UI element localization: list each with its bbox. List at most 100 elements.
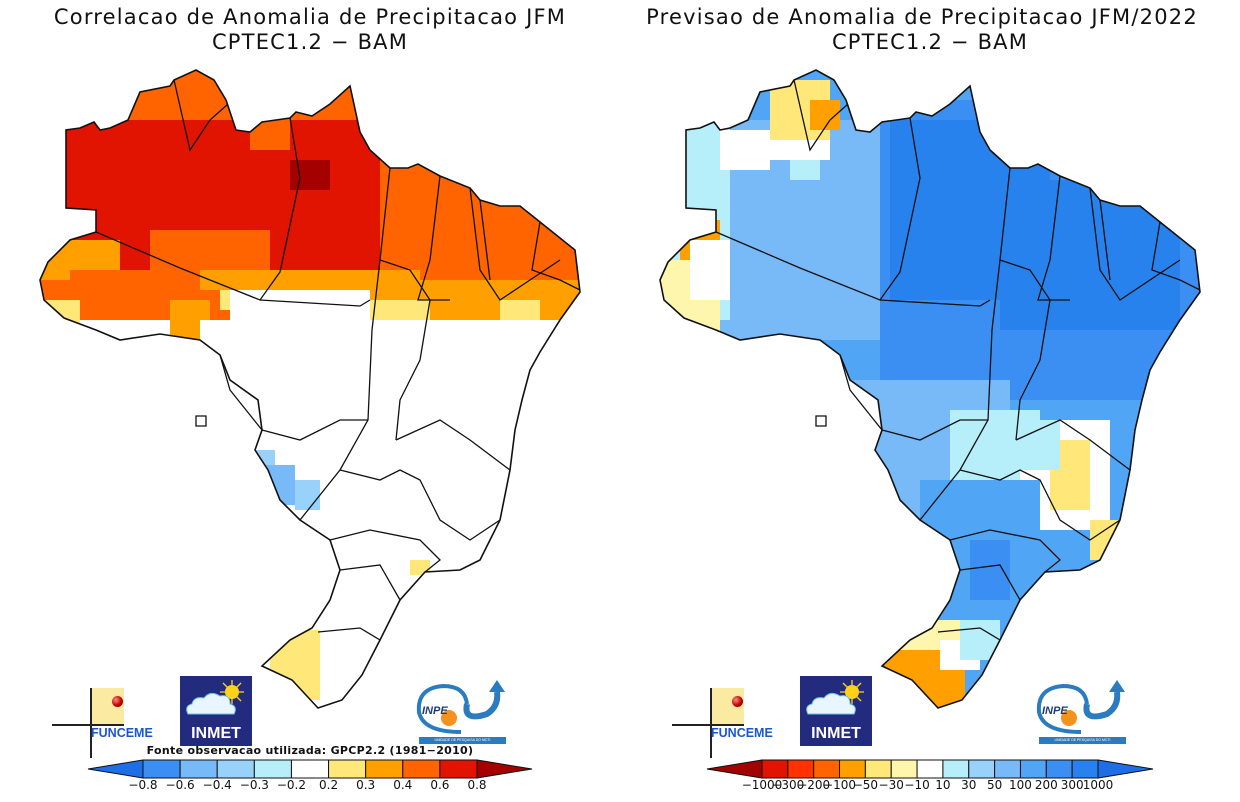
colorbar-tick-label: −0.4 (202, 778, 232, 792)
state-border (479, 199, 491, 281)
state-border (531, 221, 581, 291)
state-border (95, 117, 301, 301)
colorbar-tick-label: −0.2 (276, 778, 307, 792)
colorbar-tick-label: 30 (961, 778, 977, 792)
colorbar-swatch (1019, 759, 1047, 779)
data-source-note: Fonte observacao utilizada: GPCP2.2 (198… (146, 744, 474, 757)
correlation-panel: Correlacao de Anomalia de Precipitacao J… (0, 5, 620, 794)
inmet-label: INMET (811, 725, 861, 742)
panel-title: Previsao de Anomalia de Precipitacao JFM… (646, 5, 1198, 29)
colorbar-arrow-low (87, 759, 144, 779)
colorbar-tick-label: −300 (771, 778, 805, 792)
anomaly-cell (290, 160, 330, 190)
colorbar-tick-label: −100 (823, 778, 857, 792)
colorbar-swatch (994, 759, 1021, 779)
colorbar-swatch (439, 759, 478, 779)
state-border (839, 354, 883, 431)
colorbar-swatch (813, 759, 841, 779)
colorbar-tick-label: 0.2 (319, 778, 339, 792)
colorbar-swatch (328, 759, 367, 779)
anomaly-cells (660, 70, 1200, 708)
anomaly-cell (1090, 520, 1120, 560)
state-border (317, 627, 381, 641)
panel-subtitle: CPTEC1.2 − BAM (211, 30, 409, 54)
colorbar-tick-label: −50 (852, 778, 879, 792)
colorbar-swatch (365, 759, 404, 779)
colorbar-tick-label: 300 (1060, 778, 1084, 792)
colorbar-arrow-low (706, 759, 763, 779)
inmet-logo: INMET (800, 676, 872, 746)
cloud-sun-icon (186, 680, 244, 715)
inpe-label: INPE (422, 705, 448, 717)
funceme-logo: FUNCEME (52, 676, 162, 758)
state-border (339, 564, 401, 601)
anomaly-cell (1000, 180, 1180, 330)
colorbar-tick-label: 1000 (1082, 778, 1114, 792)
colorbar-swatch (253, 759, 292, 779)
state-border (195, 415, 207, 427)
colorbar-swatch (839, 759, 866, 779)
funceme-logo: FUNCEME (672, 676, 782, 758)
colorbar-tick-label: −0.6 (165, 778, 195, 792)
anomaly-cell (770, 140, 830, 160)
anomaly-cell (200, 270, 420, 290)
colorbar-tick-label: −200 (797, 778, 831, 792)
state-border (937, 627, 1001, 641)
state-border (1015, 419, 1131, 471)
state-border (999, 259, 1051, 441)
colorbar-swatch (787, 759, 815, 779)
country-border (659, 69, 1201, 709)
forecast-map (659, 69, 1201, 709)
state-border (815, 415, 827, 427)
anomaly-cell (250, 110, 290, 150)
state-border (793, 79, 849, 152)
state-border (949, 529, 1061, 573)
state-border (395, 419, 511, 471)
state-border (959, 469, 1121, 541)
colorbar-tick-label: −1000 (741, 778, 783, 792)
colorbar-tick-label: 0.6 (430, 778, 450, 792)
inmet-label: INMET (191, 725, 241, 742)
anomaly-cell (295, 480, 320, 510)
colorbar-arrow-high (476, 759, 533, 779)
inpe-band: UNIDADE DE PESQUISA DO MCTI (419, 737, 506, 744)
state-border (261, 419, 368, 441)
anomaly-cell (960, 620, 1000, 660)
colorbar-swatch (216, 759, 255, 779)
state-border (339, 469, 501, 541)
correlation-map (39, 69, 581, 709)
anomaly-cell (720, 130, 770, 170)
colorbar-swatch (1045, 759, 1073, 779)
inpe-band: UNIDADE DE PESQUISA DO MCTI (1039, 737, 1126, 744)
colorbar-tick-label: 50 (986, 778, 1003, 792)
anomaly-cell (230, 290, 320, 320)
anomaly-cell (1020, 420, 1060, 470)
state-border (881, 419, 988, 441)
colorbar-swatch (890, 759, 918, 779)
colorbar-swatch (761, 759, 789, 779)
inmet-logo: INMET (180, 676, 252, 746)
inpe-logo: INPE UNIDADE DE PESQUISA DO MCTI (1025, 678, 1140, 750)
colorbar-tick-label: −30 (878, 778, 904, 792)
anomaly-cell (270, 630, 320, 700)
state-border (417, 175, 450, 301)
colorbar-swatch (942, 759, 970, 779)
anomaly-cell (690, 240, 730, 300)
colorbar-swatch (290, 759, 330, 779)
colorbar-tick-label: 0.8 (467, 778, 487, 792)
country-border (39, 69, 581, 709)
colorbar-tick-label: −0.3 (239, 778, 269, 792)
state-border (173, 79, 229, 152)
anomaly-cell (200, 320, 570, 708)
correlation-colorbar-labels: −0.8 −0.6 −0.4 −0.3 −0.2 0.2 0.3 0.4 0.6 0.8 (0, 778, 620, 794)
colorbar-tick-label: −10 (904, 778, 930, 792)
colorbar-tick-label: 100 (1009, 778, 1032, 792)
colorbar-swatch (864, 759, 892, 779)
funceme-label: FUNCEME (91, 726, 153, 740)
colorbar-swatch (179, 759, 218, 779)
state-border (1151, 221, 1201, 291)
state-border (259, 299, 371, 307)
funceme-label: FUNCEME (711, 726, 773, 740)
inpe-swirl-icon: INPE (416, 680, 505, 734)
colorbar-swatch (402, 759, 441, 779)
